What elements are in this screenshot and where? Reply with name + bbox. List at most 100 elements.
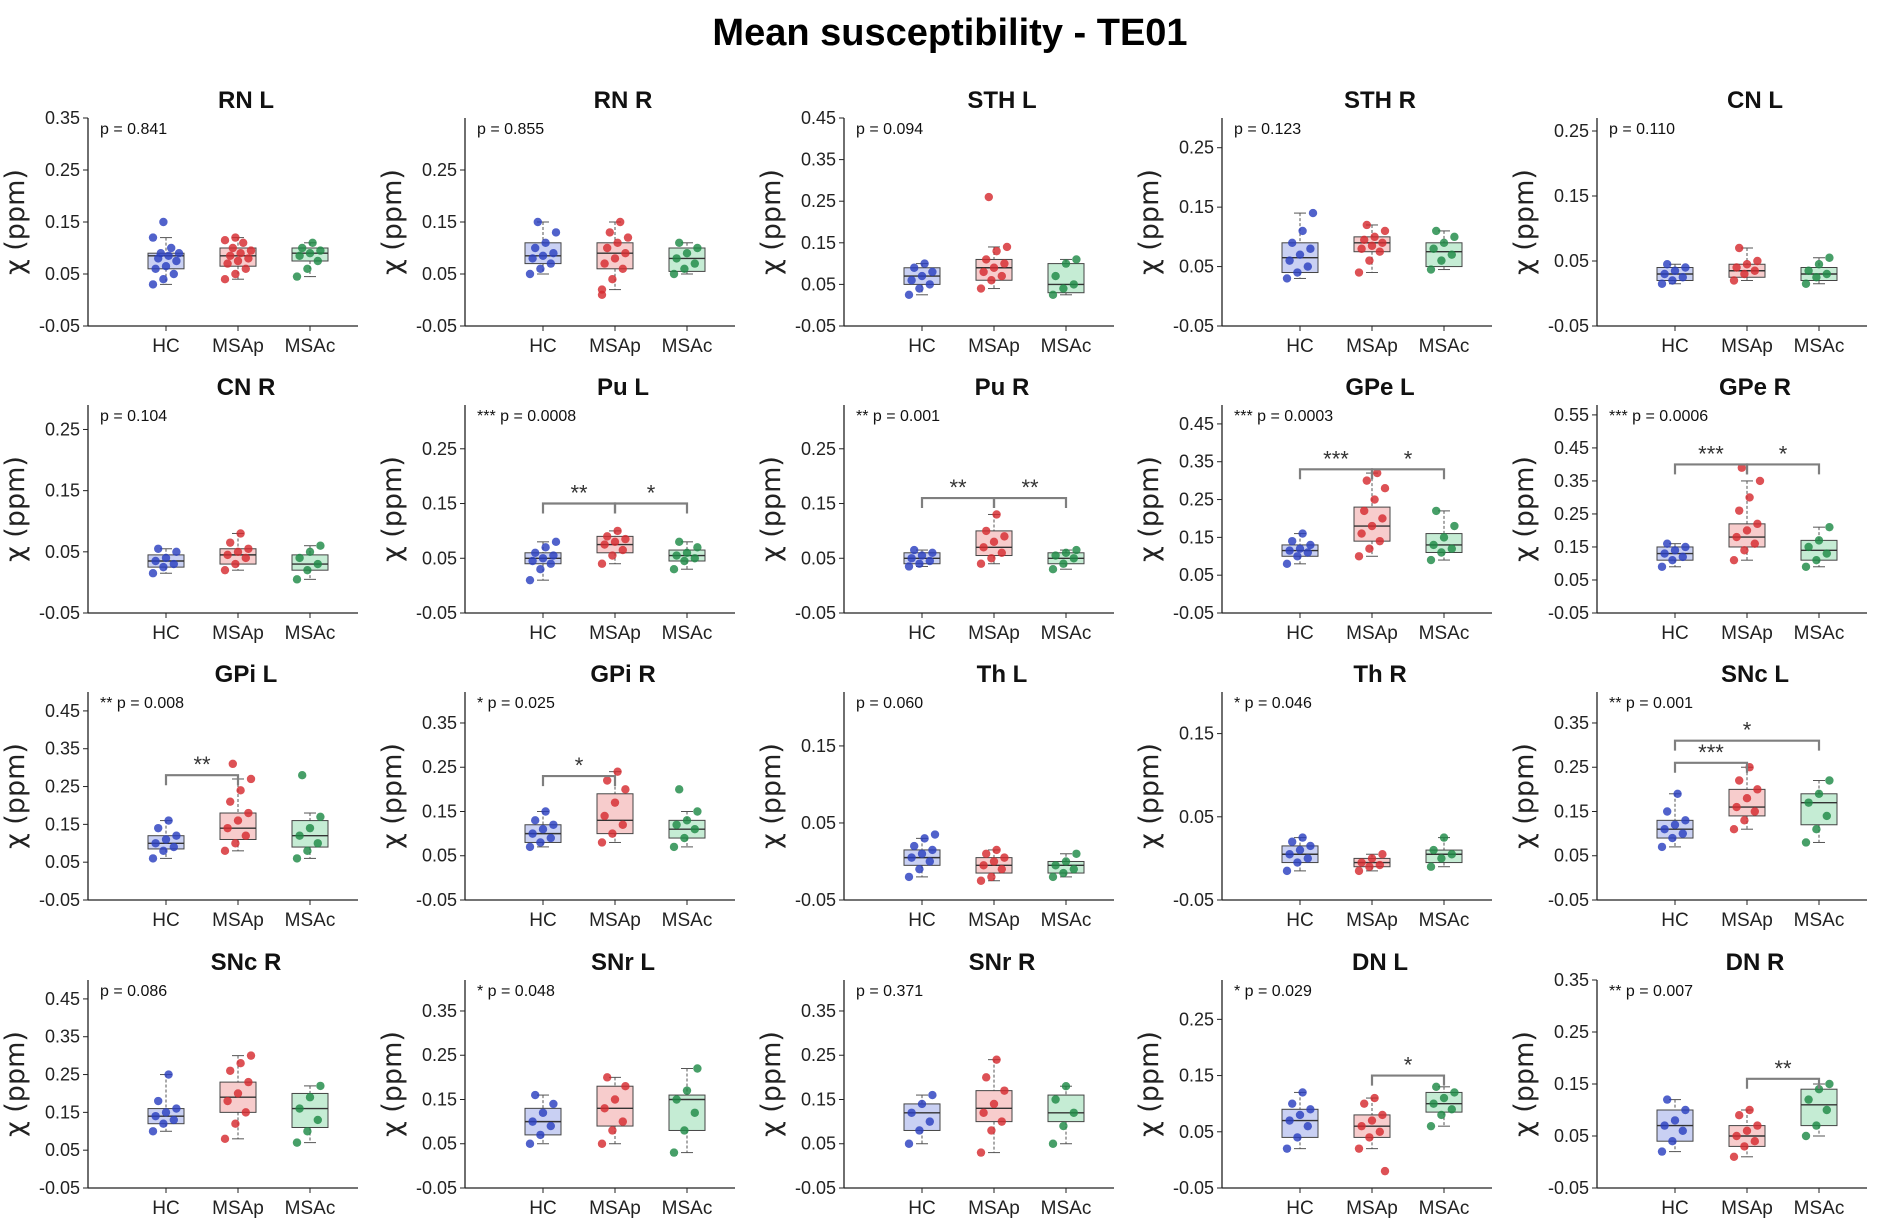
data-point-hc — [1681, 1105, 1690, 1115]
data-point-msac — [1069, 1108, 1079, 1117]
data-point-msap — [1753, 1121, 1762, 1130]
data-point-msap — [982, 526, 991, 536]
panel-cn-r: CN R -0.05 0.05 0.15 0.25 χ (ppm) p = 0.104 HC M… — [0, 374, 358, 644]
panel-sth-r: STH R -0.05 0.05 0.15 0.25 χ (ppm) p = 0.123 HC… — [1134, 87, 1492, 357]
data-point-msap — [1367, 854, 1377, 863]
y-tick-label: -0.05 — [795, 890, 836, 910]
data-point-hc — [907, 853, 916, 862]
x-tick-label: MSAc — [1794, 910, 1845, 931]
y-tick-label: 0.35 — [422, 1001, 457, 1021]
data-point-msac — [1801, 838, 1811, 847]
data-point-msac — [1814, 789, 1824, 798]
data-point-msap — [1378, 850, 1387, 859]
data-point-msap — [987, 276, 996, 285]
x-tick-label: MSAp — [1346, 910, 1398, 931]
data-point-hc — [1288, 536, 1297, 546]
significance-stars: *** — [1323, 446, 1349, 471]
panel-title: SNc L — [1721, 661, 1789, 688]
x-tick-label: MSAp — [589, 623, 641, 644]
p-value-label: p = 0.841 — [100, 121, 167, 138]
data-point-msac — [1447, 850, 1457, 859]
data-point-msac — [1814, 536, 1824, 545]
panel-title: GPi L — [215, 661, 278, 688]
data-point-msac — [1061, 1082, 1071, 1091]
data-point-msac — [295, 831, 304, 840]
y-tick-label: 0.35 — [422, 713, 457, 733]
significance-bracket — [1370, 468, 1446, 480]
data-point-msap — [220, 236, 230, 245]
data-point-hc — [1681, 816, 1690, 825]
data-point-msac — [690, 259, 699, 268]
data-point-msap — [231, 233, 240, 242]
data-point-hc — [907, 554, 916, 563]
data-point-hc — [917, 271, 927, 281]
x-tick-label: MSAc — [285, 623, 336, 644]
data-point-hc — [1668, 833, 1677, 843]
y-axis-label: χ (ppm) — [756, 1031, 787, 1137]
data-point-hc — [546, 259, 555, 268]
y-tick-label: 0.15 — [801, 1089, 836, 1109]
data-point-hc — [907, 276, 916, 285]
data-point-hc — [528, 1117, 537, 1126]
data-point-msap — [246, 774, 256, 784]
data-point-msap — [1745, 1105, 1754, 1115]
data-point-hc — [925, 857, 934, 866]
data-point-msap — [976, 1148, 986, 1157]
data-point-hc — [148, 569, 158, 578]
data-point-msac — [1429, 244, 1438, 253]
data-point-msac — [1048, 290, 1058, 299]
data-point-hc — [1663, 260, 1672, 269]
y-tick-label: 0.05 — [422, 846, 457, 866]
x-tick-label: MSAp — [1721, 623, 1773, 644]
data-point-msap — [1375, 536, 1385, 546]
data-point-msap — [244, 808, 253, 818]
data-point-msap — [992, 1055, 1001, 1064]
data-point-msac — [680, 1126, 689, 1135]
y-tick-label: 0.25 — [801, 1045, 836, 1065]
data-point-msac — [295, 553, 304, 563]
y-tick-label: 0.05 — [1554, 251, 1589, 271]
y-tick-label: -0.05 — [416, 316, 457, 336]
data-point-msap — [982, 1073, 991, 1082]
data-point-hc — [525, 842, 535, 852]
data-point-msap — [608, 551, 617, 560]
data-point-msap — [1354, 866, 1364, 876]
data-point-msap — [220, 275, 230, 284]
y-tick-label: 0.05 — [1554, 846, 1589, 866]
data-point-msap — [1365, 544, 1374, 553]
y-tick-label: 0.25 — [45, 777, 80, 797]
y-tick-label: 0.15 — [422, 1089, 457, 1109]
y-tick-label: 0.35 — [801, 1001, 836, 1021]
y-tick-label: -0.05 — [1173, 603, 1214, 623]
x-tick-label: HC — [908, 1198, 935, 1218]
y-tick-label: -0.05 — [1173, 316, 1214, 336]
data-point-msac — [1051, 1095, 1060, 1104]
data-point-msac — [313, 1115, 322, 1125]
data-point-msap — [244, 544, 253, 553]
data-point-hc — [161, 262, 171, 271]
data-point-msac — [682, 249, 692, 258]
data-point-hc — [525, 1139, 535, 1148]
data-point-msap — [613, 238, 622, 247]
y-axis-label: χ (ppm) — [1509, 743, 1540, 849]
x-tick-label: MSAp — [968, 623, 1020, 644]
y-axis-label: χ (ppm) — [1134, 743, 1165, 849]
data-point-msac — [1439, 238, 1449, 247]
panel-snr-l: SNr L -0.05 0.05 0.15 0.25 0.35 χ (ppm) * p = 0… — [377, 949, 735, 1218]
data-point-hc — [1660, 1121, 1669, 1130]
data-point-msac — [1429, 540, 1438, 550]
data-point-hc — [159, 217, 168, 227]
panel-snc-l: SNc L -0.05 0.05 0.15 0.25 0.35 χ (ppm) ** p = … — [1509, 661, 1867, 931]
y-tick-label: 0.05 — [801, 274, 836, 294]
data-point-msac — [1072, 545, 1081, 555]
y-tick-label: -0.05 — [39, 316, 80, 336]
x-tick-label: HC — [1286, 336, 1313, 357]
x-tick-label: MSAc — [1041, 1198, 1092, 1218]
significance-bracket — [1745, 1077, 1821, 1089]
data-point-msac — [693, 243, 702, 253]
data-point-msap — [1732, 1131, 1741, 1141]
data-point-hc — [546, 833, 555, 843]
x-tick-label: HC — [908, 623, 935, 644]
y-tick-label: 0.15 — [1179, 527, 1214, 547]
p-value-label: *** p = 0.0003 — [1234, 408, 1333, 425]
